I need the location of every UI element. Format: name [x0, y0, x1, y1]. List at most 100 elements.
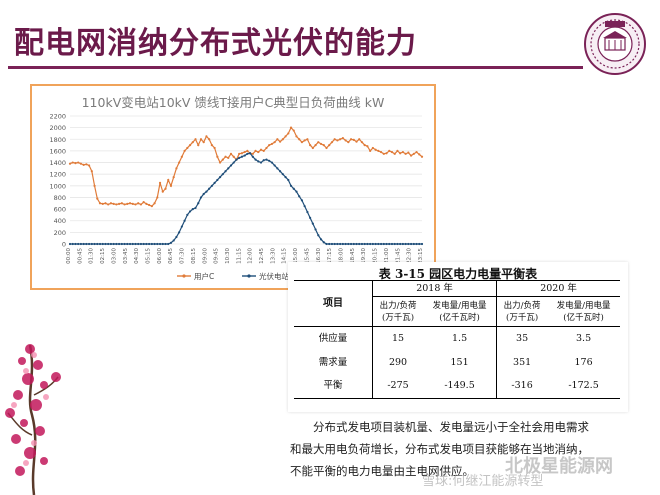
data-point: [262, 159, 265, 162]
x-tick-label: 21:00: [384, 248, 390, 264]
y-tick-label: 1800: [49, 136, 66, 144]
data-point: [409, 242, 413, 246]
data-point: [150, 242, 153, 246]
data-point: [251, 152, 254, 155]
cell-value: 351: [496, 350, 548, 375]
data-point: [216, 178, 219, 182]
data-point: [88, 164, 91, 167]
data-point: [85, 163, 88, 166]
data-point: [289, 126, 293, 129]
data-point: [137, 242, 140, 246]
balance-table-card: 表 3-15 园区电力电量平衡表 项目 2018 年 2020 年 出力/负荷 …: [288, 262, 628, 412]
data-point: [295, 135, 298, 138]
data-point: [298, 138, 301, 141]
data-point: [109, 242, 113, 246]
data-point: [325, 242, 328, 246]
data-point: [265, 146, 268, 150]
x-tick-label: 06:45: [168, 248, 174, 264]
chart-plot: 0 200 400 600 800 1000 1200 1400 1600 1800 2000 220…: [49, 113, 424, 282]
data-point: [379, 242, 383, 246]
x-tick-label: 20:15: [373, 248, 379, 264]
data-point: [180, 155, 183, 158]
cell-value: 3.5: [547, 326, 620, 351]
data-point: [311, 146, 314, 150]
cell-value: 15: [372, 326, 424, 351]
data-point: [112, 242, 115, 246]
data-point: [339, 138, 342, 141]
data-point: [101, 202, 104, 205]
data-point: [407, 242, 410, 246]
y-tick-label: 400: [54, 217, 66, 225]
subheader-energy-2018: 发电量/用电量 (亿千瓦时): [423, 296, 497, 327]
data-point: [292, 129, 295, 132]
data-point: [180, 225, 183, 228]
data-point: [257, 150, 260, 154]
data-point: [98, 242, 102, 246]
x-tick-label: 13:30: [270, 248, 276, 264]
data-point: [232, 161, 235, 164]
x-tick-label: 09:00: [202, 248, 208, 264]
data-point: [139, 242, 143, 246]
data-point: [355, 140, 358, 143]
data-point: [118, 202, 121, 205]
data-point: [257, 160, 260, 163]
data-point: [148, 242, 151, 246]
data-point: [347, 242, 350, 246]
cell-value: 1.5: [423, 326, 497, 351]
data-point: [412, 152, 415, 155]
data-point: [382, 152, 385, 155]
data-point: [96, 242, 99, 246]
data-point: [281, 173, 284, 176]
data-point: [385, 242, 388, 246]
x-tick-label: 04:30: [134, 248, 140, 264]
cell-value: -149.5: [423, 374, 497, 399]
y-tick-label: 200: [54, 229, 66, 237]
data-point: [303, 139, 306, 142]
cell-value: 151: [450, 356, 469, 368]
row-item: 需求量: [318, 356, 348, 368]
data-point: [248, 152, 252, 155]
data-point: [355, 242, 358, 246]
data-point: [172, 239, 175, 242]
data-point: [276, 138, 279, 141]
data-point: [88, 242, 91, 246]
data-point: [172, 175, 175, 179]
data-point: [232, 155, 235, 158]
data-point: [158, 242, 162, 246]
data-point: [401, 242, 404, 246]
data-point: [109, 202, 113, 205]
data-point: [418, 242, 421, 246]
x-tick-label: 03:00: [111, 248, 117, 264]
data-point: [344, 139, 347, 142]
y-tick-label: 1600: [49, 147, 66, 155]
data-point: [319, 238, 323, 241]
data-point: [74, 162, 77, 165]
data-point: [314, 228, 317, 231]
x-tick-label: 18:00: [339, 248, 345, 264]
data-point: [393, 242, 396, 246]
data-point: [123, 242, 126, 246]
x-tick-label: 21:45: [395, 248, 401, 264]
data-point: [191, 141, 194, 144]
data-point: [349, 138, 353, 141]
data-point: [246, 152, 249, 155]
x-tick-label: 07:30: [180, 248, 186, 264]
data-point: [199, 138, 203, 141]
data-point: [404, 242, 407, 246]
data-point: [90, 170, 93, 173]
watermark-text: 雪球:何继江能源转型: [422, 474, 544, 489]
data-point: [126, 202, 129, 205]
data-point: [265, 158, 268, 161]
data-point: [415, 150, 418, 154]
data-point: [306, 210, 309, 214]
data-point: [205, 190, 208, 193]
x-tick-label: 00:00: [66, 248, 72, 264]
data-point: [208, 138, 211, 141]
data-point: [295, 190, 298, 193]
data-point: [221, 173, 224, 176]
data-point: [82, 242, 85, 246]
data-point: [390, 150, 394, 154]
data-point: [317, 141, 320, 144]
load-curve-chart: 110kV变电站10kV 馈线T接用户C典型日负荷曲线 kW 0 200 400 60…: [30, 84, 436, 290]
data-point: [341, 137, 344, 140]
